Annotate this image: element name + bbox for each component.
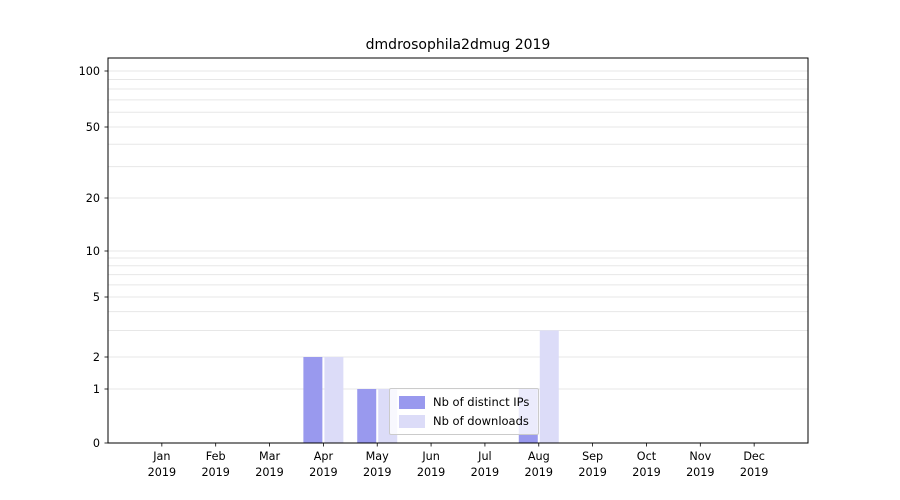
bar-nb-of-distinct-ips-apr-2019 [303, 357, 323, 443]
legend-swatch-downloads [399, 414, 425, 428]
x-tick-label-jul-2019: Jul 2019 [471, 450, 499, 479]
x-tick-label-nov-2019: Nov 2019 [686, 450, 714, 479]
y-tick-label-10: 10 [86, 245, 100, 258]
y-tick-label-2: 2 [93, 351, 100, 364]
x-tick-label-aug-2019: Aug 2019 [525, 450, 553, 479]
x-tick-label-jan-2019: Jan 2019 [148, 450, 176, 479]
x-tick-label-feb-2019: Feb 2019 [201, 450, 229, 479]
legend-item: Nb of distinct IPs [399, 395, 529, 409]
bar-nb-of-downloads-aug-2019 [539, 330, 559, 443]
y-tick-label-50: 50 [86, 121, 100, 134]
x-tick-label-sep-2019: Sep 2019 [578, 450, 606, 479]
y-tick-label-5: 5 [93, 291, 100, 304]
bar-nb-of-downloads-apr-2019 [324, 357, 344, 443]
x-tick-label-jun-2019: Jun 2019 [417, 450, 445, 479]
chart-title: dmdrosophila2dmug 2019 [365, 37, 551, 53]
x-tick-label-apr-2019: Apr 2019 [309, 450, 337, 479]
legend: Nb of distinct IPs Nb of downloads [389, 388, 540, 435]
legend-swatch-distinct-ips [399, 395, 425, 409]
x-tick-label-oct-2019: Oct 2019 [632, 450, 660, 479]
x-tick-label-mar-2019: Mar 2019 [255, 450, 283, 479]
y-tick-label-0: 0 [93, 437, 100, 450]
legend-label-downloads: Nb of downloads [433, 414, 529, 428]
y-tick-label-1: 1 [93, 383, 100, 396]
bar-nb-of-distinct-ips-may-2019 [357, 389, 377, 443]
x-tick-label-dec-2019: Dec 2019 [740, 450, 768, 479]
y-tick-label-100: 100 [79, 65, 100, 78]
legend-item: Nb of downloads [399, 414, 529, 428]
y-tick-label-20: 20 [86, 192, 100, 205]
x-tick-label-may-2019: May 2019 [363, 450, 391, 479]
legend-label-distinct-ips: Nb of distinct IPs [433, 395, 530, 409]
plot-border [107, 57, 809, 444]
